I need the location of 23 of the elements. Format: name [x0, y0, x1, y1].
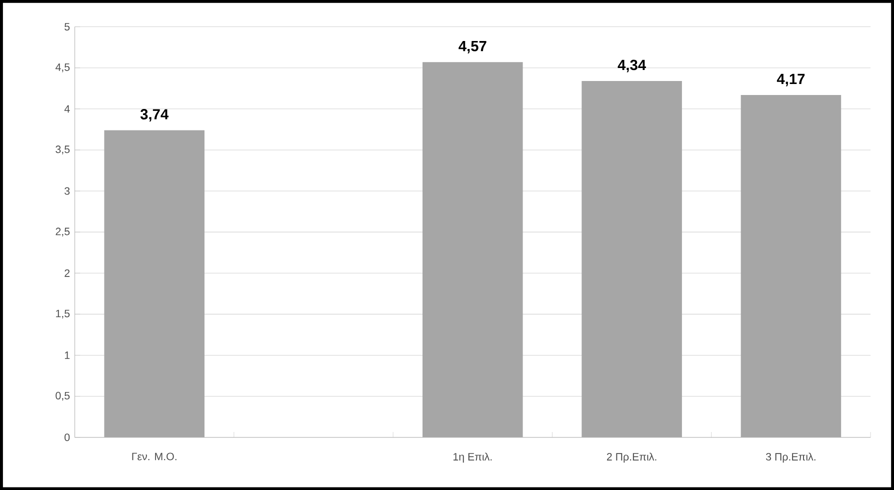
y-tick-label: 4,5 [55, 63, 70, 72]
y-tick-label: 5 [64, 23, 70, 30]
x-tick-label: 2 Πρ.Επιλ. [606, 452, 656, 463]
bar [582, 80, 682, 438]
data-label: 4,34 [618, 60, 646, 72]
y-tick-label: 0,5 [56, 392, 70, 401]
y-tick-label: 2,5 [56, 228, 70, 236]
y-tick-label: 3,5 [56, 145, 70, 154]
data-label: 3,74 [140, 108, 169, 122]
x-tick-label: 3 Πρ.Επιλ. [766, 452, 816, 463]
data-label: 4,57 [458, 40, 486, 54]
y-tick-label: 2 [64, 269, 70, 277]
y-tick-label: 1 [64, 352, 70, 359]
y-tick-label: 1,5 [56, 310, 70, 318]
y-tick-label: 0 [64, 434, 70, 442]
bar [104, 130, 204, 438]
bar [422, 62, 523, 438]
x-tick-label: Γεν. Μ.Ο. [132, 452, 176, 460]
y-tick-label: 4 [64, 105, 70, 113]
y-tick-label: 3 [64, 187, 70, 195]
x-tick-label: 1η Επιλ. [454, 452, 492, 463]
data-label: 4,17 [776, 74, 805, 86]
bar [740, 94, 842, 438]
